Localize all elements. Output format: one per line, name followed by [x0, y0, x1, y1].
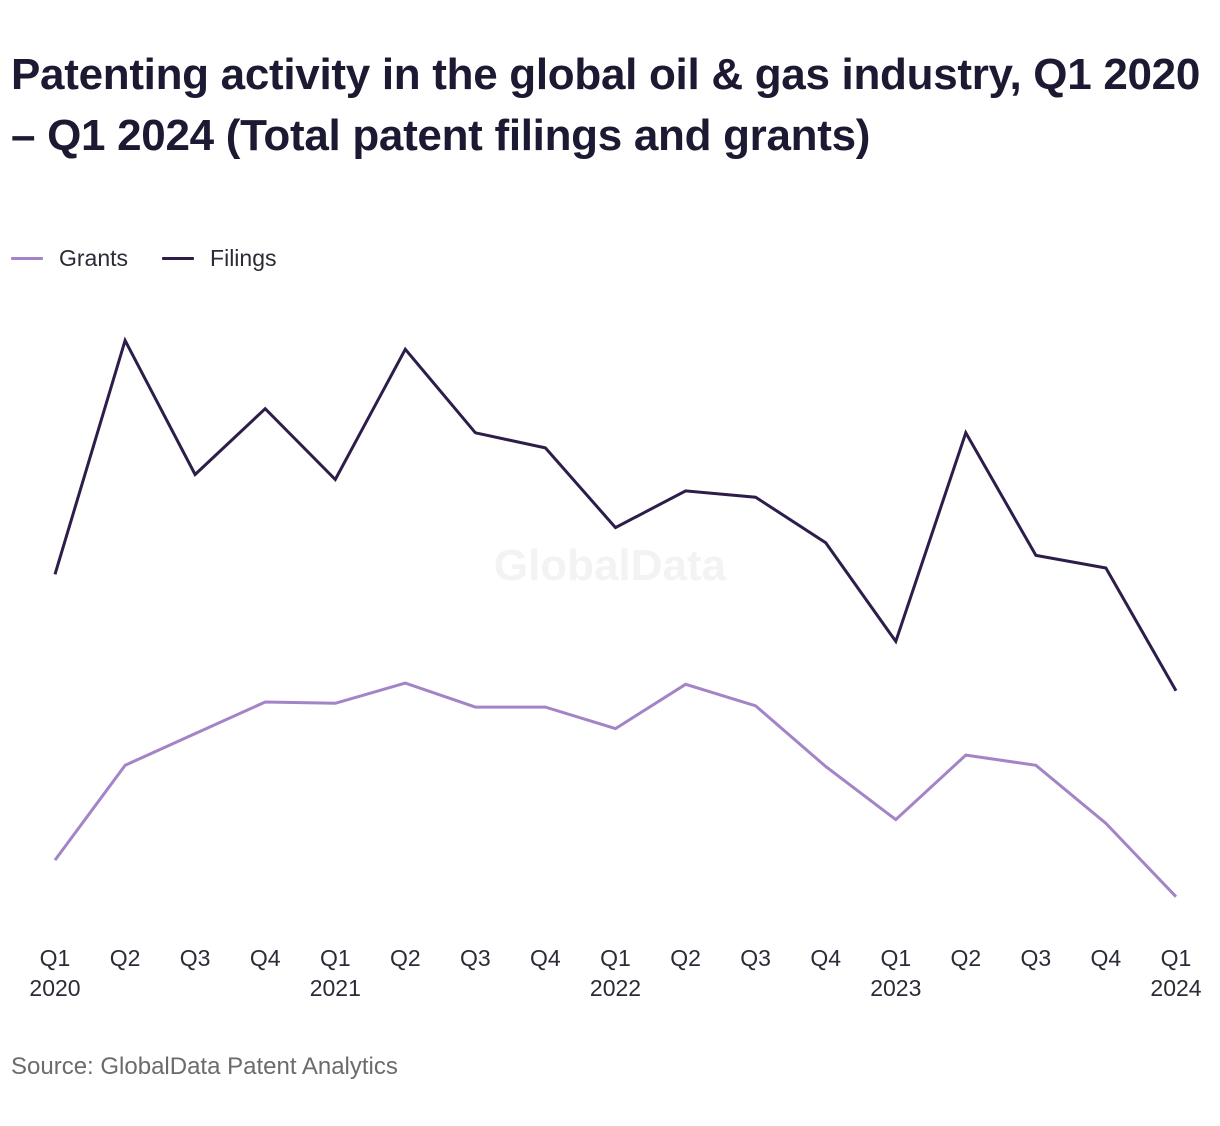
x-tick-label: Q3 — [740, 945, 771, 971]
chart-title: Patenting activity in the global oil & g… — [11, 50, 1201, 160]
legend-swatch-grants — [11, 256, 43, 260]
x-tick-label: Q3 — [180, 945, 211, 971]
x-tick-year-label: 2020 — [29, 975, 80, 1001]
x-tick-year-label: 2021 — [310, 975, 361, 1001]
x-tick-label: Q3 — [1021, 945, 1052, 971]
x-tick-year-label: 2024 — [1150, 975, 1201, 1001]
source-note: Source: GlobalData Patent Analytics — [11, 1053, 398, 1080]
x-tick-label: Q1 — [1161, 945, 1192, 971]
line-chart: GlobalData Q1 2020 Q2 Q3 Q4 Q1 2021 Q2 Q3 Q4 Q1 202… — [29, 336, 1202, 1001]
x-tick-label: Q1 — [880, 945, 911, 971]
legend-item-grants: Grants — [11, 245, 128, 272]
x-tick-year-label: 2022 — [590, 975, 641, 1001]
x-tick-label: Q4 — [250, 945, 281, 971]
x-tick-label: Q2 — [390, 945, 421, 971]
x-tick-label: Q2 — [670, 945, 701, 971]
watermark: GlobalData — [494, 541, 727, 590]
x-tick-label: Q1 — [600, 945, 631, 971]
x-tick-label: Q2 — [950, 945, 981, 971]
x-tick-label: Q2 — [110, 945, 141, 971]
legend: Grants Filings — [11, 243, 311, 273]
series-layer — [53, 336, 1178, 898]
x-tick-label: Q1 — [320, 945, 351, 971]
x-tick-year-label: 2023 — [870, 975, 921, 1001]
series-line-grants — [53, 681, 1178, 898]
x-tick-label: Q4 — [530, 945, 561, 971]
legend-item-filings: Filings — [162, 244, 277, 272]
series-line-filings — [53, 336, 1178, 692]
legend-label-filings: Filings — [210, 244, 277, 271]
x-tick-label: Q1 — [40, 945, 71, 971]
legend-swatch-filings — [162, 256, 195, 260]
x-tick-label: Q4 — [810, 945, 841, 971]
x-tick-label: Q4 — [1091, 945, 1122, 971]
x-tick-label: Q3 — [460, 945, 491, 971]
legend-label-grants: Grants — [59, 244, 129, 271]
x-axis: Q1 2020 Q2 Q3 Q4 Q1 2021 Q2 Q3 Q4 Q1 2022 Q2 Q3 Q4 Q1 20… — [29, 945, 1201, 1001]
